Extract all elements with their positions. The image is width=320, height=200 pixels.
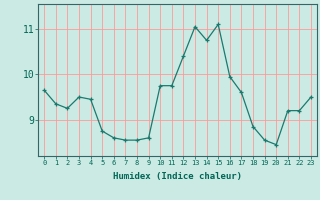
X-axis label: Humidex (Indice chaleur): Humidex (Indice chaleur) [113, 172, 242, 181]
